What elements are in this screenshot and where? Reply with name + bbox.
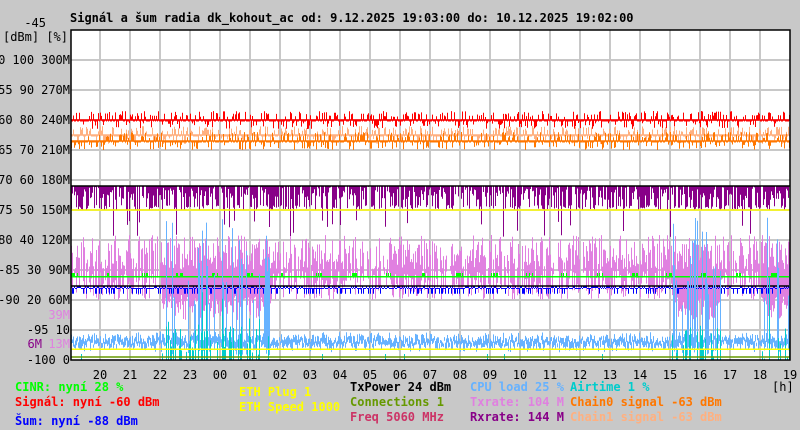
y-tick-label: -80 40 120M [0,234,70,246]
legend-chain0: Chain0 signal -63 dBm [570,395,722,409]
y-tick-dbm: -50 [0,53,6,67]
x-tick-label: 07 [422,368,438,382]
legend-signal: Signál: nyní -60 dBm [15,395,160,409]
x-tick-label: 23 [182,368,198,382]
y-tick-rate: 60M [48,293,70,307]
y-tick-dbm: -80 [0,233,13,247]
x-tick-label: 22 [152,368,168,382]
y-tick-pct: 70 [19,143,35,157]
plot-frame [70,29,791,361]
x-tick-label: 04 [332,368,348,382]
y-tick-pct: 100 [12,53,35,67]
y-tick-label: -65 70 210M [0,144,70,156]
y-tick-rate: 270M [41,83,70,97]
x-tick-label: 03 [302,368,318,382]
x-tick-label: 05 [362,368,378,382]
x-axis-unit: [h] [772,380,794,394]
y-tick-label: -75 50 150M [0,204,70,216]
y-tick-dbm: -60 [0,113,13,127]
y-tick-label: -55 90 270M [0,84,70,96]
y-tick-dbm: -85 [0,263,20,277]
x-tick-label: 15 [662,368,678,382]
y-tick-pct: 90 [19,83,35,97]
y-tick-pct: 40 [19,233,35,247]
y-tick-extra: 39M [48,308,70,322]
legend-rxrate: Rxrate: 144 M [470,410,564,424]
y-tick-label: -50 100 300M [0,54,70,66]
y-tick-rate: 120M [41,233,70,247]
x-tick-label: 21 [122,368,138,382]
x-tick-label: 16 [692,368,708,382]
x-tick-label: 18 [752,368,768,382]
x-tick-label: 00 [212,368,228,382]
y-tick-rate: 90M [48,263,70,277]
y-tick-label: -70 60 180M [0,174,70,186]
legend-cpu: CPU load 25 % [470,380,564,394]
x-tick-label: 11 [542,368,558,382]
y-tick-pct: 0 [62,353,70,367]
x-tick-label: 17 [722,368,738,382]
y-tick-dbm: -55 [0,83,13,97]
legend-connections: Connections 1 [350,395,444,409]
y-tick-rate: 240M [41,113,70,127]
x-tick-label: 10 [512,368,528,382]
x-tick-label: 19 [782,368,798,382]
y-tick-pct: 10 [55,323,70,337]
legend-chain1: Chain1 signal -63 dBm [570,410,722,424]
x-tick-label: 06 [392,368,408,382]
x-tick-label: 13 [602,368,618,382]
y-tick-dbm: -70 [0,173,13,187]
legend-eth-speed: ETH Speed 1000 [239,400,341,414]
legend-eth-plug: ETH Plug 1 [239,385,312,399]
legend-noise: Šum: nyní -88 dBm [15,414,138,428]
x-tick-label: 20 [92,368,108,382]
y-tick-rate: 300M [41,53,70,67]
x-tick-label: 12 [572,368,588,382]
y-tick-dbm: -75 [0,203,13,217]
legend-cinr: CINR: nyní 28 % [15,380,124,394]
y-tick-pct: 30 [26,263,42,277]
y-tick-label: -100 0 [27,354,70,366]
y-tick-label: -90 20 60M [0,294,70,306]
y-tick-pct: 50 [19,203,35,217]
y-tick-dbm: -65 [0,143,13,157]
legend-txrate: Txrate: 104 M [470,395,564,409]
y-tick-rate: 210M [41,143,70,157]
y-tick-rate: 150M [41,203,70,217]
x-tick-label: 08 [452,368,468,382]
y-tick-pct: 80 [19,113,35,127]
legend-freq: Freq 5060 MHz [350,410,444,424]
legend-airtime: Airtime 1 % [570,380,650,394]
y-tick-label: -85 30 90M [0,264,70,276]
y-tick-rate: 180M [41,173,70,187]
y-axis-units: [dBm] [%] [2,30,68,44]
y-tick-dbm: -100 [26,353,56,367]
y-tick-extra: 13M [48,337,70,351]
y-axis-top-label: -45 [24,16,46,30]
x-tick-label: 02 [272,368,288,382]
y-tick-label: -60 80 240M [0,114,70,126]
y-tick-pct: 20 [26,293,42,307]
legend-txpower: TxPower 24 dBm [350,380,452,394]
y-tick-pct: 60 [19,173,35,187]
y-tick-extra: 6M [27,337,42,351]
x-tick-label: 01 [242,368,258,382]
y-tick-label: -95 10 [27,324,70,336]
chart-title: Signál a šum radia dk_kohout_ac od: 9.12… [70,11,634,25]
x-tick-label: 09 [482,368,498,382]
y-tick-dbm: -90 [0,293,20,307]
y-tick-dbm: -95 [26,323,49,337]
x-tick-label: 14 [632,368,648,382]
